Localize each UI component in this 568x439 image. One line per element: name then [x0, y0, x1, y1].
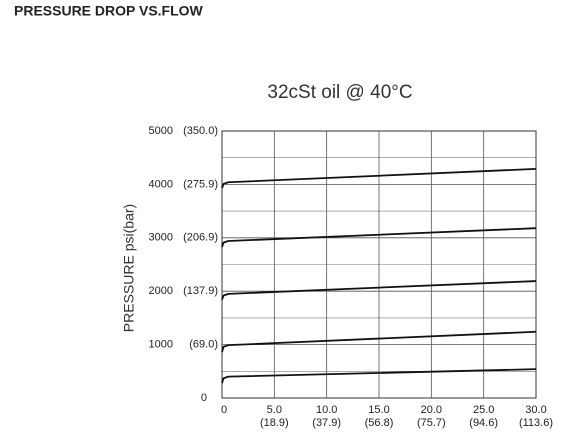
y-tick-sublabel: (350.0) — [183, 125, 218, 137]
x-tick-label: 30.0 — [525, 404, 546, 416]
line-series — [221, 227, 537, 248]
x-tick-label: 10.0 — [316, 404, 337, 416]
x-tick-sublabel: (37.9) — [312, 417, 341, 429]
line-series — [221, 330, 537, 353]
chart-subtitle: 32cSt oil @ 40°C — [267, 82, 412, 103]
x-tick-sublabel: (113.6) — [519, 417, 553, 429]
x-tick-label: 25.0 — [473, 404, 494, 416]
x-tick-label: 20.0 — [421, 404, 442, 416]
x-tick-label: 0 — [221, 404, 227, 416]
y-tick-sublabel: (275.9) — [183, 178, 218, 190]
chart-title: PRESSURE DROP VS.FLOW — [14, 3, 204, 19]
plot-frame — [221, 130, 537, 399]
y-tick-label: 2000 — [149, 285, 173, 297]
x-tick-sublabel: (94.6) — [469, 417, 498, 429]
line-series — [221, 280, 537, 301]
x-tick-sublabel: (18.9) — [260, 417, 289, 429]
y-tick-sublabel: (137.9) — [183, 285, 218, 297]
x-tick-sublabel: (75.7) — [417, 417, 446, 429]
y-tick-label: 4000 — [149, 178, 173, 190]
x-tick-label: 5.0 — [267, 404, 282, 416]
y-tick-label: 0 — [201, 392, 207, 404]
y-axis-title: PRESSURE psi(bar) — [121, 204, 137, 332]
x-tick-label: 15.0 — [368, 404, 389, 416]
line-series — [221, 368, 537, 384]
y-tick-label: 3000 — [149, 232, 173, 244]
x-tick-sublabel: (56.8) — [365, 417, 394, 429]
y-tick-sublabel: (69.0) — [189, 339, 218, 351]
y-tick-label: 5000 — [149, 125, 173, 137]
y-tick-label: 1000 — [149, 339, 173, 351]
line-series — [221, 168, 537, 189]
y-tick-sublabel: (206.9) — [183, 232, 218, 244]
